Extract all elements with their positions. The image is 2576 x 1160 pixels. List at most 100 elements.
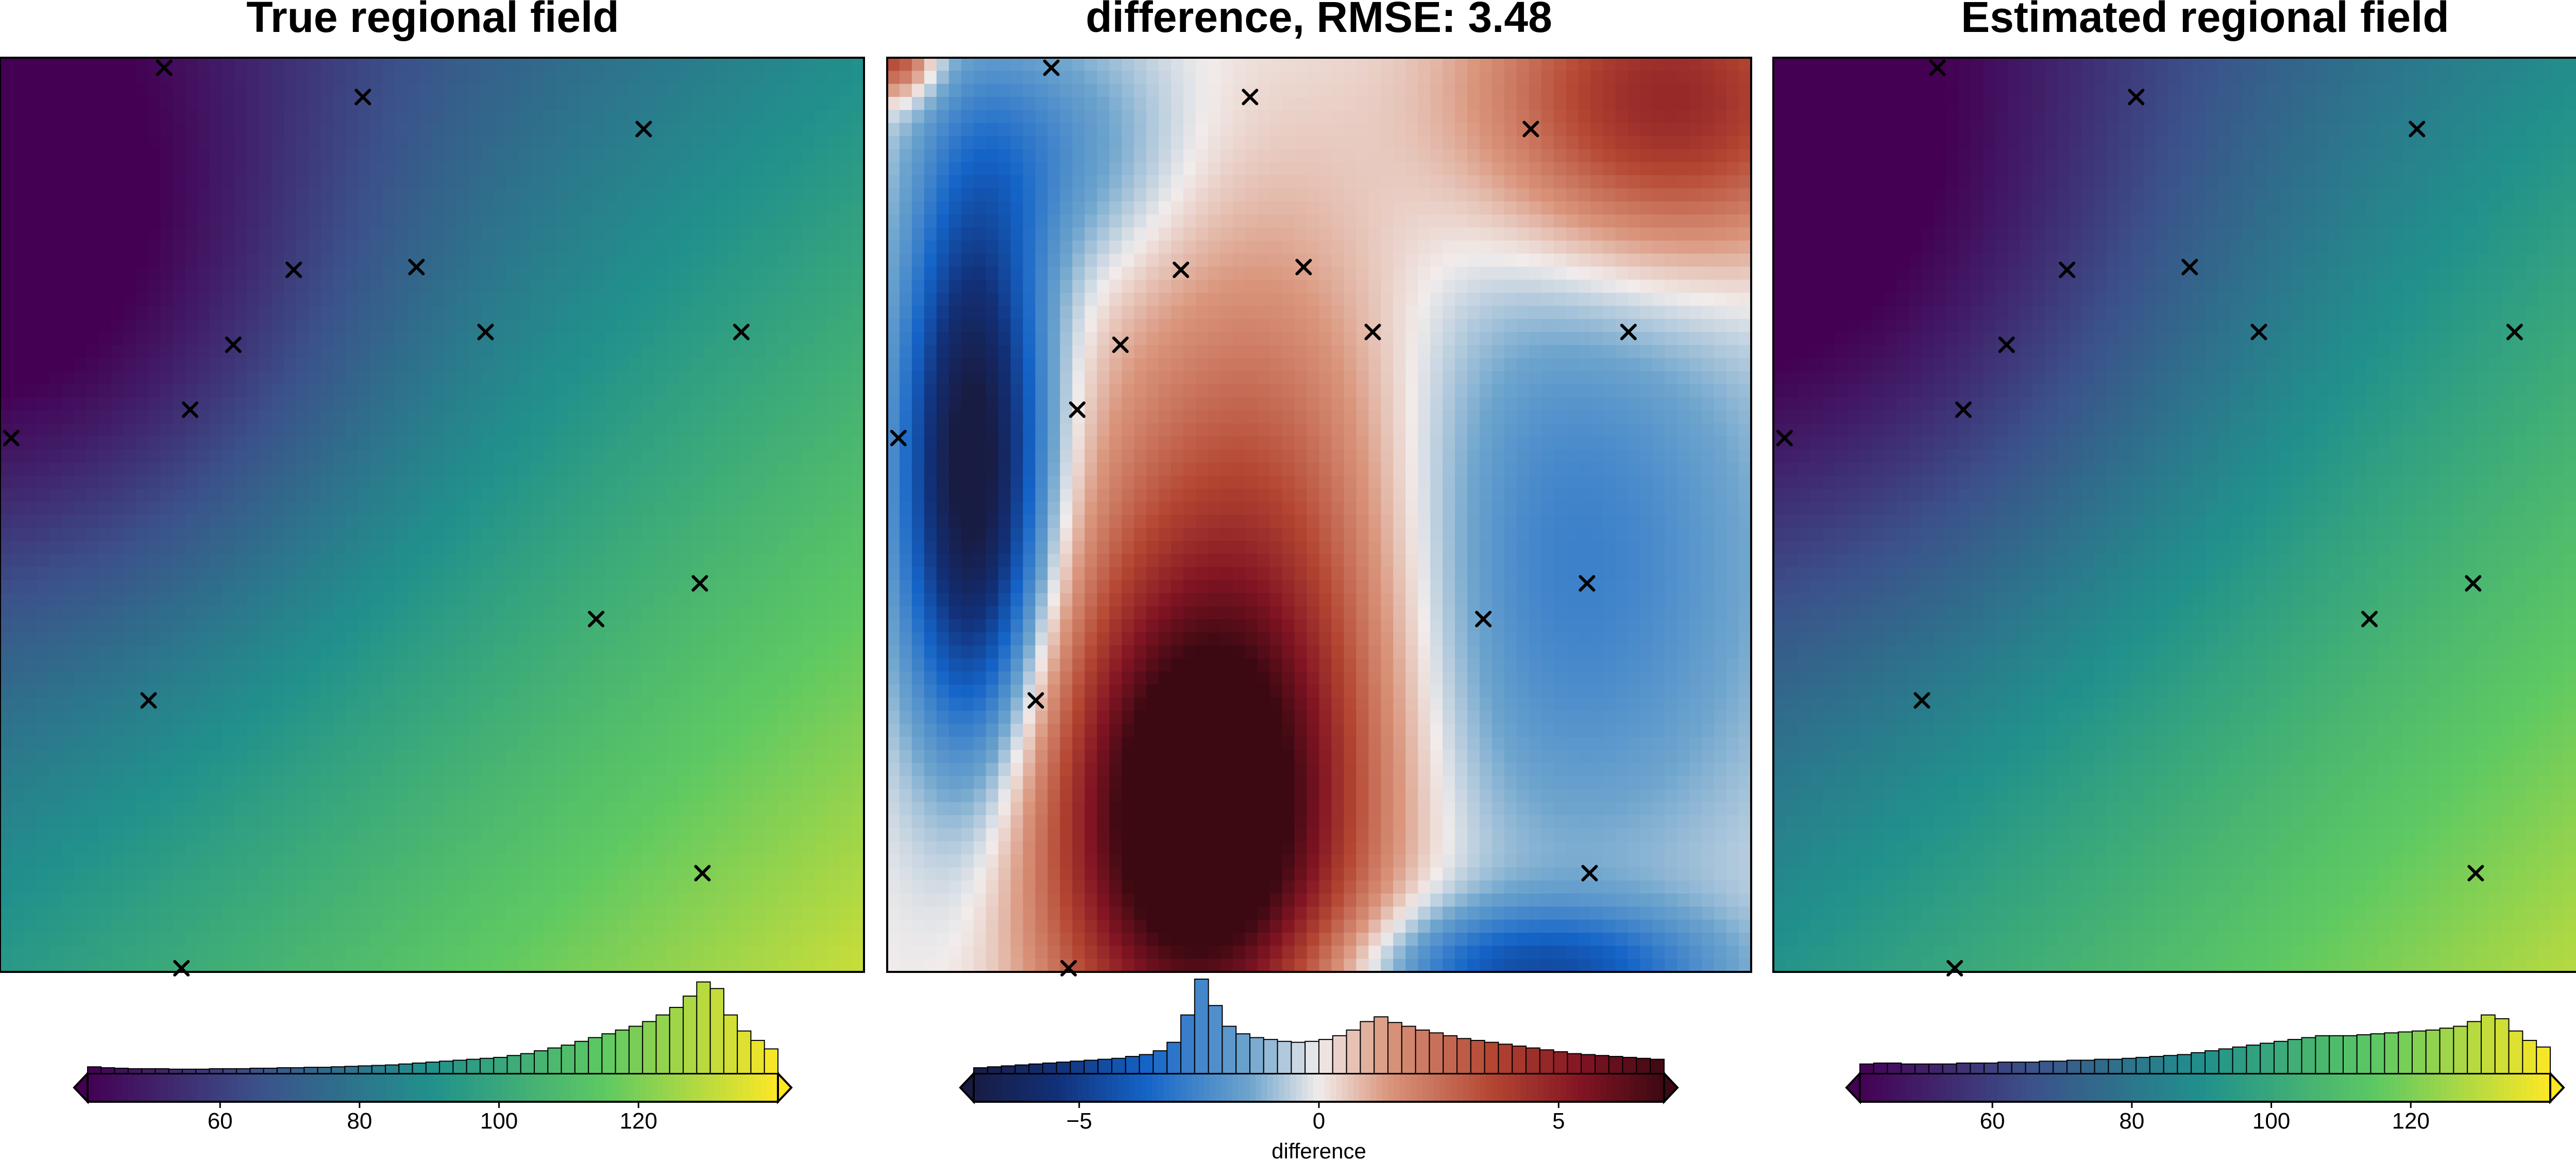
heatmap-cell — [531, 83, 544, 97]
heatmap-cell — [716, 711, 729, 725]
heatmap-cell — [148, 815, 161, 829]
heatmap-cell — [679, 501, 692, 515]
heatmap-cell — [222, 671, 235, 685]
heatmap-cell — [358, 293, 371, 307]
heatmap-cell — [740, 371, 754, 385]
heatmap-cell — [777, 724, 790, 737]
heatmap-cell — [494, 776, 506, 789]
heatmap-cell — [481, 214, 494, 228]
heatmap-cell — [852, 946, 865, 960]
heatmap-cell — [654, 893, 667, 907]
heatmap-cell — [160, 110, 174, 124]
heatmap-cell — [716, 959, 729, 972]
heatmap-cell — [197, 697, 210, 711]
heatmap-cell — [160, 214, 174, 228]
heatmap-cell — [98, 736, 112, 750]
heatmap-cell — [358, 946, 371, 960]
heatmap-cell — [135, 136, 149, 150]
heatmap-cell — [320, 227, 334, 241]
heatmap-cell — [469, 736, 482, 750]
heatmap-cell — [320, 567, 334, 581]
heatmap-cell — [604, 554, 618, 568]
heatmap-cell — [160, 345, 174, 359]
heatmap-cell — [494, 750, 506, 764]
heatmap-cell — [728, 279, 741, 293]
heatmap-cell — [617, 619, 630, 633]
colorbar-segment — [323, 1073, 330, 1102]
heatmap-cell — [617, 841, 630, 855]
heatmap-cell — [679, 397, 692, 411]
heatmap-cell — [395, 828, 408, 842]
heatmap-cell — [308, 188, 321, 202]
heatmap-cell — [37, 162, 50, 176]
heatmap-cell — [765, 475, 778, 490]
heatmap-cell — [296, 240, 309, 254]
colorbar-segment — [530, 1073, 537, 1102]
heatmap-cell — [444, 188, 457, 202]
heatmap-cell — [568, 71, 581, 85]
heatmap-cell — [802, 83, 815, 97]
heatmap-cell — [210, 645, 223, 659]
heatmap-cell — [740, 528, 754, 542]
heatmap-cell — [629, 619, 642, 633]
heatmap-cell — [641, 515, 655, 529]
heatmap-cell — [259, 736, 272, 750]
heatmap-cell — [740, 906, 754, 920]
heatmap-cell — [210, 318, 223, 332]
heatmap-cell — [604, 162, 618, 176]
heatmap-cell — [740, 489, 754, 502]
heatmap-cell — [259, 279, 272, 293]
heatmap-cell — [222, 854, 235, 868]
heatmap-cell — [691, 946, 704, 960]
heatmap-cell — [333, 318, 346, 332]
heatmap-cell — [679, 789, 692, 803]
heatmap-cell — [24, 227, 38, 241]
heatmap-cell — [333, 332, 346, 346]
heatmap-cell — [160, 946, 174, 960]
heatmap-cell — [284, 802, 297, 816]
heatmap-cell — [679, 214, 692, 228]
heatmap-cell — [728, 201, 741, 215]
heatmap-cell — [210, 489, 223, 502]
heatmap-cell — [641, 423, 655, 437]
heatmap-cell — [24, 632, 38, 646]
heatmap-cell — [296, 306, 309, 320]
heatmap-cell — [160, 736, 174, 750]
heatmap-cell — [765, 501, 778, 515]
heatmap-cell — [580, 580, 593, 594]
heatmap-cell — [494, 254, 506, 267]
heatmap-cell — [247, 201, 260, 215]
heatmap-cell — [432, 397, 445, 411]
heatmap-cell — [691, 880, 704, 894]
heatmap-cell — [395, 567, 408, 581]
heatmap-cell — [432, 919, 445, 933]
heatmap-cell — [432, 306, 445, 320]
heatmap-cell — [0, 658, 13, 672]
heatmap-cell — [531, 867, 544, 881]
heatmap-cell — [148, 724, 161, 737]
heatmap-cell — [802, 123, 815, 137]
heatmap-cell — [839, 567, 852, 581]
heatmap-cell — [654, 410, 667, 424]
heatmap-cell — [839, 83, 852, 97]
heatmap-cell — [827, 736, 840, 750]
heatmap-cell — [432, 201, 445, 215]
heatmap-cell — [123, 449, 137, 463]
heatmap-cell — [185, 201, 198, 215]
heatmap-cell — [197, 632, 210, 646]
heatmap-cell — [98, 279, 112, 293]
heatmap-cell — [222, 815, 235, 829]
heatmap-cell — [345, 959, 359, 972]
heatmap-cell — [358, 554, 371, 568]
heatmap-cell — [580, 841, 593, 855]
colorbar-segment — [243, 1073, 249, 1102]
heatmap-cell — [716, 515, 729, 529]
heatmap-cell — [506, 841, 519, 855]
heatmap-cell — [370, 462, 383, 476]
heatmap-cell — [197, 515, 210, 529]
heatmap-cell — [481, 266, 494, 280]
heatmap-cell — [86, 515, 99, 529]
heatmap-cell — [494, 554, 506, 568]
heatmap-cell — [61, 828, 75, 842]
cross-marker — [156, 59, 173, 76]
